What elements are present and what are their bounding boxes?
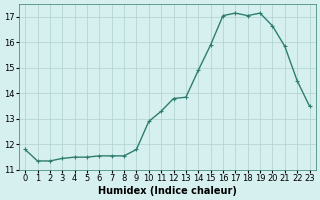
X-axis label: Humidex (Indice chaleur): Humidex (Indice chaleur)	[98, 186, 237, 196]
